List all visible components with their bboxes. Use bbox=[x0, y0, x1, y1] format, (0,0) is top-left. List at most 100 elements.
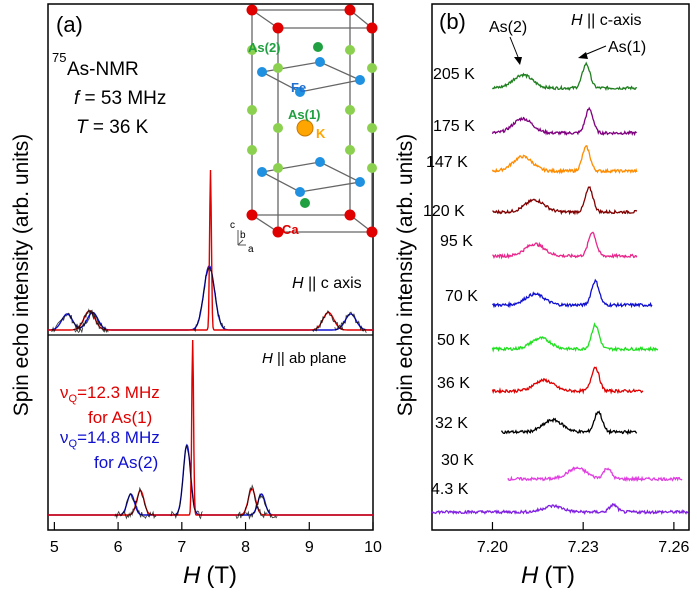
ca-atom bbox=[246, 209, 258, 221]
panel-b-label: (b) bbox=[439, 9, 466, 34]
frequency-label: f = 53 MHz bbox=[74, 88, 166, 109]
as1-atom bbox=[345, 45, 355, 55]
axis-b-label: b bbox=[240, 230, 246, 241]
fe-atom bbox=[315, 57, 325, 67]
temperature-traces bbox=[431, 61, 689, 515]
nuq-as2-note: for As(2) bbox=[94, 453, 158, 472]
axis-c-label: c bbox=[230, 220, 235, 231]
crystal-structure-inset: As(2) Fe As(1) K Ca c b a bbox=[230, 4, 378, 255]
as1-atom bbox=[247, 145, 257, 155]
trace-175-K bbox=[491, 106, 637, 137]
panel-a-y-label: Spin echo intensity (arb. units) bbox=[10, 134, 33, 416]
panel-b-frame bbox=[431, 3, 690, 531]
as1-atom bbox=[273, 123, 283, 133]
temperature-label: 4.3 K bbox=[431, 481, 469, 498]
panel-b-x-label: H (T) bbox=[521, 562, 575, 589]
x-tick-label: 5 bbox=[50, 539, 59, 556]
as2-site-label: As(2) bbox=[248, 40, 281, 55]
fe-atom bbox=[295, 187, 305, 197]
trace-32-K bbox=[500, 410, 638, 436]
k-atom bbox=[296, 119, 314, 137]
nucleus-sup: 75 bbox=[52, 50, 66, 65]
axes-indicator bbox=[237, 230, 246, 246]
panel-b-x-ticks: 7.20 7.23 7.26 bbox=[477, 522, 690, 556]
trace-4-3-K bbox=[431, 502, 689, 515]
fe-atom bbox=[355, 75, 365, 85]
panel-b-y-label: Spin echo intensity (arb. units) bbox=[394, 134, 417, 416]
temperature-label: 175 K bbox=[433, 118, 475, 135]
fe-atom bbox=[257, 167, 267, 177]
temperature-label: 120 K bbox=[423, 203, 465, 220]
fe-atom bbox=[355, 177, 365, 187]
panel-b-field-label: H || c-axis bbox=[571, 12, 642, 29]
temperature-labels: 205 K 175 K 147 K 120 K 95 K 70 K 50 K 36 K 32 K… bbox=[423, 66, 478, 498]
k-site-label: K bbox=[316, 126, 326, 141]
ca-atom bbox=[246, 4, 258, 16]
ca-atom bbox=[272, 226, 284, 238]
fe-site-label: Fe bbox=[291, 80, 306, 95]
temperature-label: 32 K bbox=[435, 415, 468, 432]
trace-30-K bbox=[507, 466, 683, 483]
fe-atom bbox=[257, 67, 267, 77]
nuq-as2-label: νQ=14.8 MHz bbox=[60, 428, 160, 450]
as1-spectrum-line bbox=[48, 169, 373, 331]
top-field-label: H || c axis bbox=[292, 275, 362, 292]
as1-spectrum-line bbox=[48, 339, 373, 516]
temperature-label: T = 36 K bbox=[76, 117, 149, 138]
panel-a: (a) 75 As-NMR f = 53 MHz T = 36 K H || c… bbox=[10, 3, 382, 589]
panel-a-x-ticks: 5 6 7 8 9 10 bbox=[50, 522, 382, 556]
x-tick-label: 7 bbox=[177, 539, 186, 556]
as1-atom bbox=[367, 63, 377, 73]
bottom-field-label: H || ab plane bbox=[262, 350, 347, 367]
raw-data-line bbox=[51, 266, 367, 334]
axis-a-label: a bbox=[248, 244, 254, 255]
temperature-label: 50 K bbox=[437, 332, 470, 349]
ca-site-label: Ca bbox=[282, 222, 299, 237]
trace-205-K bbox=[491, 61, 637, 91]
as1-peak-label: As(1) bbox=[608, 39, 646, 56]
x-tick-label: 7.20 bbox=[477, 539, 508, 556]
as1-arrowhead bbox=[578, 52, 588, 59]
x-tick-label: 9 bbox=[305, 539, 314, 556]
atoms bbox=[246, 4, 378, 238]
nuq-as1-label: νQ=12.3 MHz bbox=[60, 383, 160, 405]
trace-70-K bbox=[492, 278, 653, 309]
as1-atom bbox=[367, 163, 377, 173]
trace-50-K bbox=[491, 322, 658, 353]
nucleus-label: As-NMR bbox=[67, 59, 139, 80]
fe-atom bbox=[295, 87, 305, 97]
temperature-label: 30 K bbox=[441, 452, 474, 469]
ca-atom bbox=[366, 22, 378, 34]
as2-atom bbox=[300, 198, 310, 208]
top-spectrum bbox=[48, 169, 373, 334]
ca-atom bbox=[366, 226, 378, 238]
ca-atom bbox=[344, 4, 356, 16]
as1-atom bbox=[345, 145, 355, 155]
as2-arrowhead bbox=[514, 57, 522, 65]
x-tick-label: 8 bbox=[241, 539, 250, 556]
trace-36-K bbox=[491, 366, 644, 395]
bottom-spectrum bbox=[48, 339, 373, 520]
as2-peak-label: As(2) bbox=[489, 19, 527, 36]
trace-120-K bbox=[492, 186, 638, 216]
ca-atom bbox=[272, 22, 284, 34]
raw-data-line bbox=[114, 444, 278, 520]
temperature-label: 70 K bbox=[445, 288, 478, 305]
as1-atom bbox=[247, 105, 257, 115]
temperature-label: 36 K bbox=[437, 375, 470, 392]
temperature-label: 147 K bbox=[426, 154, 468, 171]
x-tick-label: 10 bbox=[364, 539, 382, 556]
panel-a-label: (a) bbox=[56, 12, 83, 37]
nuq-as1-note: for As(1) bbox=[88, 408, 152, 427]
trace-147-K bbox=[491, 145, 638, 175]
as1-atom bbox=[273, 163, 283, 173]
fe-atom bbox=[315, 157, 325, 167]
panel-b: (b) H || c-axis As(2) As(1) 205 K 175 K 14… bbox=[394, 3, 690, 589]
x-tick-label: 6 bbox=[114, 539, 123, 556]
temperature-label: 95 K bbox=[440, 233, 473, 250]
as2-atom bbox=[313, 42, 323, 52]
as1-atom bbox=[273, 63, 283, 73]
ca-atom bbox=[344, 209, 356, 221]
as1-site-label: As(1) bbox=[288, 107, 321, 122]
